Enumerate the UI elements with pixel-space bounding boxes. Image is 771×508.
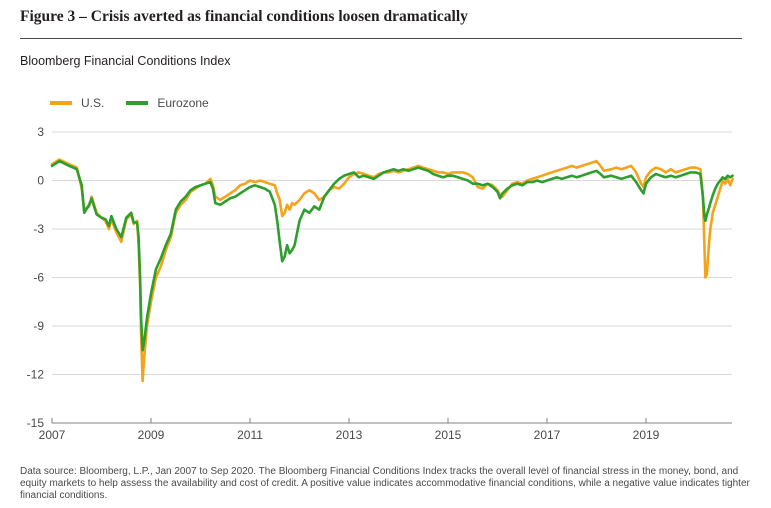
legend-swatch-eurozone xyxy=(126,101,149,105)
y-tick-label: -6 xyxy=(33,271,44,285)
y-tick-label: -12 xyxy=(27,368,45,382)
legend-item-us: U.S. xyxy=(50,96,104,110)
x-tick-label: 2013 xyxy=(336,428,363,442)
title-divider xyxy=(20,38,742,39)
y-tick-label: -15 xyxy=(27,416,45,430)
series-line-us xyxy=(50,158,734,383)
x-tick-label: 2007 xyxy=(39,428,66,442)
y-tick-label: -9 xyxy=(33,319,44,333)
legend-swatch-us xyxy=(50,101,72,105)
legend-label-us: U.S. xyxy=(81,96,105,110)
y-tick-label: 0 xyxy=(37,174,44,188)
chart-subtitle: Bloomberg Financial Conditions Index xyxy=(20,54,231,68)
y-tick-label: -3 xyxy=(33,222,44,236)
x-tick-label: 2009 xyxy=(138,428,165,442)
data-source-note: Data source: Bloomberg, L.P., Jan 2007 t… xyxy=(20,466,750,501)
legend-label-eurozone: Eurozone xyxy=(157,96,209,110)
chart-legend: U.S. Eurozone xyxy=(50,96,231,110)
y-tick-label: 3 xyxy=(37,125,44,139)
x-tick-label: 2019 xyxy=(633,428,660,442)
x-tick-label: 2015 xyxy=(435,428,462,442)
x-tick-label: 2011 xyxy=(237,428,263,442)
series-line-eurozone xyxy=(50,159,734,352)
figure-title: Figure 3 – Crisis averted as financial c… xyxy=(20,8,468,25)
legend-item-eurozone: Eurozone xyxy=(126,96,209,110)
x-tick-label: 2017 xyxy=(534,428,561,442)
